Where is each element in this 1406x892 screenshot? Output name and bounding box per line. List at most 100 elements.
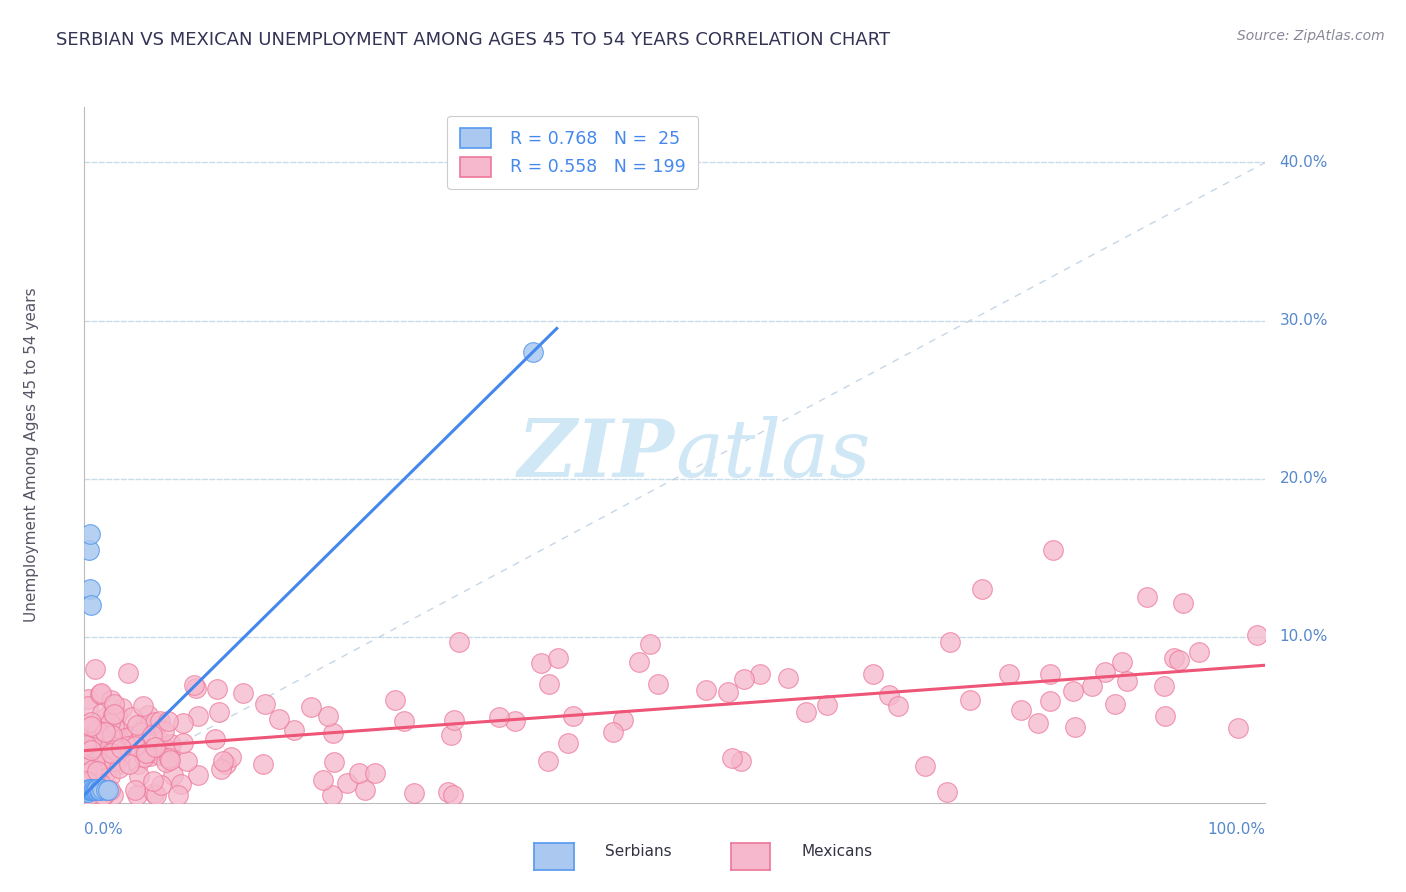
Point [77, 783, 100, 797]
Point [75, 785, 97, 799]
Point [89, 776, 111, 790]
Point [183, 677, 205, 691]
Point [101, 708, 124, 723]
Point [77, 542, 100, 557]
Point [91, 706, 114, 720]
Point [815, 698, 838, 712]
Point [91, 781, 114, 796]
Legend:   R = 0.768   N =  25,   R = 0.558   N = 199: R = 0.768 N = 25, R = 0.558 N = 199 [447, 116, 699, 189]
Point [503, 714, 526, 728]
Text: 40.0%: 40.0% [1279, 155, 1327, 169]
Point [638, 637, 661, 651]
Point [145, 788, 167, 802]
Point [77, 783, 100, 797]
Point [354, 783, 377, 797]
Point [148, 748, 170, 763]
Point [97, 783, 120, 797]
Point [139, 748, 162, 763]
Point [312, 773, 335, 788]
Point [394, 714, 416, 728]
Point [449, 635, 471, 649]
Point [160, 737, 183, 751]
Point [695, 683, 717, 698]
Point [561, 708, 583, 723]
Point [537, 754, 560, 768]
Point [162, 768, 184, 782]
Point [176, 754, 198, 768]
Point [1111, 655, 1133, 669]
Point [98, 768, 121, 782]
Point [145, 719, 167, 733]
Point [77, 698, 100, 713]
Point [547, 651, 569, 665]
Point [166, 788, 188, 802]
Point [127, 717, 149, 731]
Point [108, 744, 131, 758]
Point [730, 755, 752, 769]
Point [105, 708, 128, 723]
Point [115, 739, 138, 754]
Point [749, 667, 772, 681]
Point [105, 733, 128, 747]
Point [134, 719, 156, 733]
Point [79, 582, 101, 597]
Point [104, 757, 127, 772]
Point [142, 773, 165, 788]
Point [83, 781, 105, 796]
Point [80, 781, 103, 796]
Point [1039, 694, 1062, 708]
Point [100, 747, 122, 761]
Point [77, 788, 100, 802]
Point [117, 757, 139, 772]
Point [1094, 665, 1116, 680]
Point [77, 785, 100, 799]
Text: 100.0%: 100.0% [1208, 822, 1265, 838]
Point [1062, 683, 1084, 698]
Point [135, 746, 157, 760]
Point [204, 731, 226, 746]
Point [717, 685, 740, 699]
Point [1188, 645, 1211, 659]
Point [80, 598, 103, 612]
Point [117, 666, 139, 681]
Point [93, 788, 115, 802]
Point [104, 741, 127, 756]
Text: Source: ZipAtlas.com: Source: ZipAtlas.com [1237, 29, 1385, 43]
Point [132, 699, 155, 714]
Point [1010, 703, 1032, 717]
Point [75, 738, 97, 752]
Point [89, 746, 111, 760]
Point [84, 783, 107, 797]
Point [208, 705, 231, 719]
Point [98, 739, 121, 753]
Point [108, 752, 131, 766]
Point [252, 756, 274, 771]
Point [1153, 679, 1175, 693]
Point [83, 735, 105, 749]
Point [155, 755, 177, 769]
Point [84, 723, 107, 738]
Point [443, 788, 465, 802]
Point [91, 788, 114, 802]
Point [114, 731, 136, 746]
Point [602, 725, 624, 739]
Point [89, 687, 111, 701]
Point [440, 728, 463, 742]
Point [141, 728, 163, 742]
Point [96, 765, 118, 780]
Point [101, 728, 124, 742]
Point [111, 701, 134, 715]
Point [612, 713, 634, 727]
Point [488, 709, 510, 723]
Point [86, 726, 108, 740]
Text: ZIP: ZIP [517, 417, 675, 493]
Point [86, 723, 108, 738]
Point [170, 777, 193, 791]
Point [142, 786, 165, 800]
Point [538, 677, 561, 691]
Point [159, 750, 181, 764]
Point [90, 686, 112, 700]
Point [77, 692, 100, 706]
Point [143, 715, 166, 730]
Point [134, 741, 156, 756]
